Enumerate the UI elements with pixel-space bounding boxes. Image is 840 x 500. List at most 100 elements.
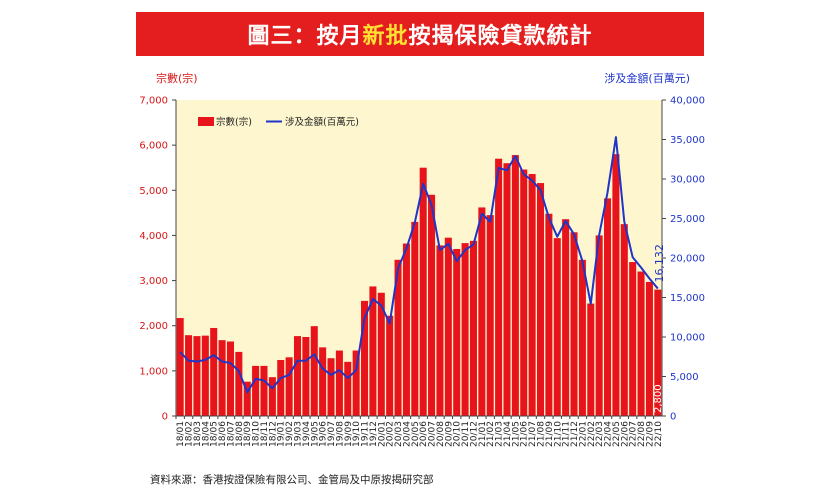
x-tick-label: 19/08 — [335, 421, 345, 447]
bar-20/02 — [386, 315, 394, 416]
legend-line-label: 涉及金額(百萬元) — [285, 116, 359, 128]
x-tick-label: 19/05 — [310, 421, 320, 447]
bar-18/08 — [235, 351, 243, 416]
bar-19/05 — [310, 326, 318, 416]
bar-20/05 — [411, 221, 419, 416]
left-axis-title: 宗數(宗) — [156, 71, 198, 85]
bar-21/01 — [478, 207, 486, 416]
bar-19/04 — [302, 337, 310, 416]
left-tick-label: 2,000 — [139, 321, 168, 332]
bar-18/04 — [201, 335, 209, 416]
x-tick-label: 21/02 — [486, 421, 496, 447]
x-tick-label: 20/11 — [461, 421, 471, 447]
left-tick-label: 1,000 — [139, 366, 168, 377]
x-tick-label: 18/09 — [243, 421, 253, 447]
x-tick-label: 20/03 — [394, 421, 404, 447]
x-tick-label: 22/07 — [629, 421, 639, 447]
bar-18/12 — [268, 377, 276, 416]
x-tick-label: 21/04 — [503, 421, 513, 447]
x-tick-label: 19/02 — [285, 421, 295, 447]
x-tick-label: 21/09 — [545, 421, 555, 447]
left-tick-label: 3,000 — [139, 276, 168, 287]
bar-18/03 — [193, 336, 201, 416]
x-tick-label: 22/01 — [578, 421, 588, 447]
bar-19/11 — [361, 300, 369, 416]
x-tick-label: 19/03 — [294, 421, 304, 447]
bar-22/07 — [629, 262, 637, 416]
bar-19/03 — [293, 336, 302, 416]
right-tick-label: 20,000 — [670, 254, 705, 265]
left-tick-label: 4,000 — [139, 231, 168, 242]
count-last-value-label: 2,800 — [653, 384, 664, 413]
bar-19/02 — [285, 357, 293, 416]
x-tick-label: 20/10 — [453, 421, 463, 447]
x-tick-label: 22/03 — [595, 421, 605, 447]
x-tick-label: 18/12 — [268, 421, 278, 447]
x-tick-label: 19/12 — [369, 421, 379, 447]
legend: 宗數(宗) 涉及金額(百萬元) — [198, 116, 359, 128]
x-tick-label: 22/04 — [604, 421, 614, 447]
x-tick-label: 18/03 — [193, 421, 203, 447]
x-tick-label: 18/01 — [176, 421, 186, 447]
x-tick-label: 20/01 — [377, 421, 387, 447]
bar-19/09 — [344, 361, 352, 416]
bar-22/04 — [604, 198, 612, 416]
x-tick-label: 19/11 — [361, 421, 371, 447]
right-tick-label: 10,000 — [670, 333, 705, 344]
right-tick-label: 30,000 — [670, 175, 705, 186]
bar-22/02 — [587, 303, 595, 416]
bar-20/09 — [444, 237, 452, 416]
x-tick-label: 20/04 — [402, 421, 412, 447]
amount-series-line — [179, 136, 659, 394]
bar-20/06 — [419, 167, 427, 416]
right-tick-label: 25,000 — [670, 214, 705, 225]
x-tick-label: 21/03 — [495, 421, 505, 447]
bar-18/02 — [185, 335, 193, 416]
bar-18/11 — [260, 365, 268, 416]
x-tick-label: 21/05 — [511, 421, 521, 447]
title-suffix: 按揭保險貸款統計 — [408, 24, 593, 49]
bar-20/12 — [469, 240, 477, 416]
x-tick-label: 20/05 — [411, 421, 421, 447]
x-tick-label: 18/02 — [185, 421, 195, 447]
x-tick-label: 22/02 — [587, 421, 597, 447]
x-tick-label: 22/05 — [612, 421, 622, 447]
bar-21/08 — [536, 183, 545, 416]
bar-21/12 — [570, 232, 578, 416]
x-tick-label: 18/08 — [235, 421, 245, 447]
bar-18/07 — [226, 341, 234, 416]
x-tick-label: 21/11 — [562, 421, 572, 447]
x-tick-label: 18/11 — [260, 421, 270, 447]
left-tick-label: 7,000 — [139, 96, 168, 107]
bar-21/07 — [528, 174, 536, 416]
x-tick-label: 20/06 — [419, 421, 429, 447]
bar-22/03 — [595, 235, 603, 416]
x-tick-label: 19/09 — [344, 421, 354, 447]
right-axis-title: 涉及金額(百萬元) — [604, 71, 690, 85]
bar-18/09 — [243, 381, 251, 416]
x-tick-label: 18/07 — [226, 421, 236, 447]
left-tick-label: 6,000 — [139, 141, 168, 152]
bar-21/04 — [503, 163, 511, 416]
bar-21/09 — [545, 213, 553, 416]
x-tick-label: 18/06 — [218, 421, 228, 447]
x-tick-label: 18/04 — [201, 421, 211, 447]
bar-18/06 — [218, 340, 226, 416]
bar-18/05 — [210, 327, 218, 416]
right-tick-label: 0 — [670, 412, 676, 423]
chart-title-banner: 圖三：按月 新批 按揭保險貸款統計 — [136, 12, 704, 56]
x-tick-label: 20/02 — [386, 421, 396, 447]
bar-19/08 — [335, 350, 343, 416]
x-tick-label: 21/06 — [520, 421, 530, 447]
bar-19/07 — [327, 358, 335, 416]
bar-20/03 — [394, 259, 402, 416]
left-tick-label: 5,000 — [139, 186, 168, 197]
x-tick-label: 21/01 — [478, 421, 488, 447]
bar-21/05 — [511, 155, 519, 416]
x-tick-label: 18/10 — [252, 421, 262, 447]
bar-20/01 — [377, 292, 385, 416]
x-tick-label: 22/06 — [620, 421, 630, 447]
bar-18/10 — [252, 365, 260, 416]
x-tick-label: 18/05 — [210, 421, 220, 447]
